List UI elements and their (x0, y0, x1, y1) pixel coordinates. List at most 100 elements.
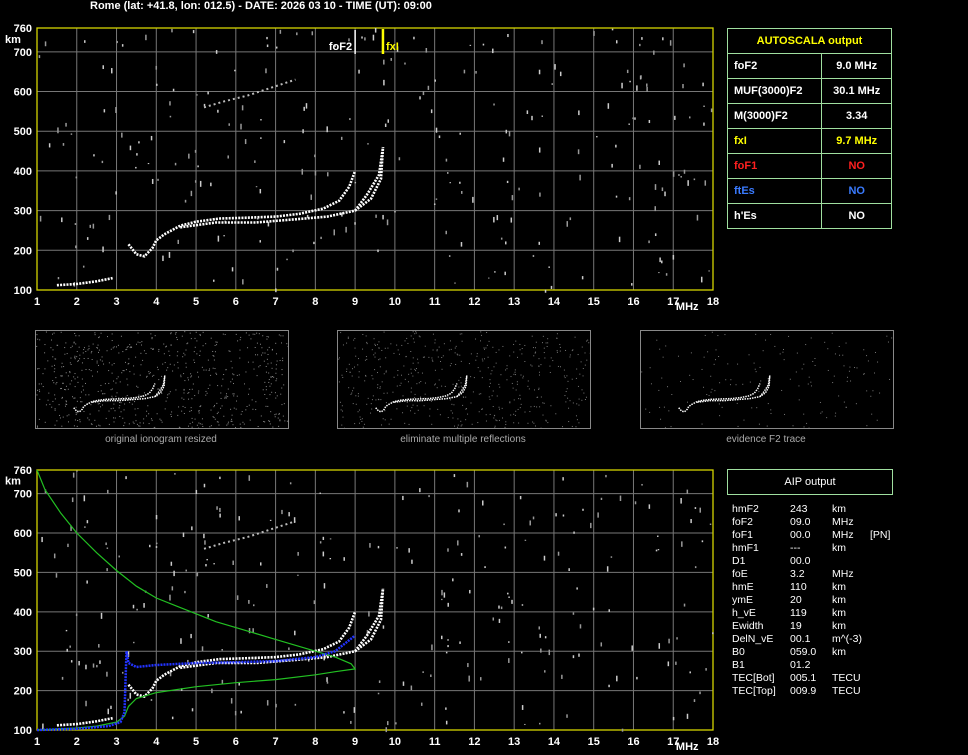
noise-dot (361, 36, 363, 39)
noise-dot (380, 399, 382, 401)
noise-dot (378, 347, 380, 349)
noise-dot (492, 406, 494, 408)
noise-dot (113, 421, 115, 423)
noise-dot (100, 612, 103, 619)
aip-unit: km (832, 607, 846, 619)
noise-dot (61, 366, 63, 368)
noise-dot (303, 106, 305, 111)
noise-dot (231, 418, 233, 420)
noise-dot (224, 397, 226, 399)
noise-dot (267, 349, 269, 351)
thumbnail-eliminate-multiple (337, 330, 591, 429)
noise-dot (311, 31, 314, 36)
noise-dot (751, 407, 753, 409)
noise-dot (231, 367, 233, 369)
noise-dot (282, 360, 284, 362)
noise-dot (133, 365, 135, 367)
noise-dot (420, 381, 422, 383)
noise-dot (518, 398, 520, 400)
noise-dot (365, 375, 367, 377)
noise-dot (354, 347, 356, 349)
noise-dot (195, 489, 198, 494)
x-tick-label: 7 (273, 736, 279, 748)
trace-f-second-hop (203, 78, 296, 109)
noise-dot (532, 516, 535, 520)
noise-dot (521, 705, 524, 710)
noise-dot (220, 407, 222, 409)
noise-dot (196, 353, 198, 355)
noise-dot (83, 358, 85, 360)
noise-dot (216, 506, 218, 510)
noise-dot (358, 376, 360, 378)
noise-dot (447, 645, 449, 648)
noise-dot (106, 671, 108, 677)
noise-dot (418, 382, 420, 384)
noise-dot (90, 352, 92, 354)
noise-dot (562, 426, 564, 428)
noise-dot (187, 342, 189, 344)
noise-dot (406, 405, 408, 407)
noise-dot (96, 362, 98, 364)
noise-dot (126, 346, 128, 348)
trace-e-layer (56, 716, 113, 727)
noise-dot (886, 335, 888, 337)
noise-dot (372, 378, 374, 380)
noise-dot (481, 377, 483, 379)
noise-dot (177, 361, 179, 363)
aip-name: foE (732, 568, 748, 580)
noise-dot (60, 375, 62, 377)
noise-dot (805, 344, 807, 346)
noise-dot (197, 392, 199, 394)
noise-dot (385, 370, 387, 372)
autoscala-param-value: 9.7 MHz (821, 128, 892, 154)
noise-dot (232, 560, 234, 565)
noise-dot (78, 335, 80, 337)
noise-dot (397, 374, 399, 376)
noise-dot (217, 385, 219, 387)
noise-dot (423, 397, 425, 399)
noise-dot (229, 350, 231, 352)
noise-dot (475, 359, 477, 361)
noise-dot (183, 413, 185, 415)
noise-dot (80, 401, 82, 403)
noise-dot (513, 373, 515, 375)
noise-dot (460, 553, 463, 556)
noise-dot (44, 368, 46, 370)
noise-dot (408, 423, 410, 425)
thumbnail-original (35, 330, 289, 429)
noise-dot (495, 351, 497, 353)
noise-dot (766, 425, 768, 427)
noise-dot (710, 375, 712, 377)
noise-dot (198, 412, 200, 414)
noise-dot (532, 347, 534, 349)
noise-dot (197, 165, 199, 168)
noise-dot (582, 368, 584, 370)
noise-dot (554, 64, 556, 70)
noise-dot (184, 354, 186, 356)
noise-dot (171, 716, 174, 720)
noise-dot (370, 403, 372, 405)
noise-dot (260, 137, 262, 139)
noise-dot (39, 398, 41, 400)
noise-dot (556, 351, 558, 353)
noise-dot (487, 367, 489, 369)
noise-dot (575, 415, 577, 417)
noise-dot (108, 370, 110, 372)
noise-dot (100, 390, 102, 392)
noise-dot (113, 363, 115, 365)
noise-dot (254, 333, 256, 335)
noise-dot (588, 342, 590, 344)
noise-dot (396, 547, 398, 549)
noise-dot (611, 163, 613, 168)
noise-dot (472, 391, 474, 393)
noise-dot (567, 397, 569, 399)
noise-dot (371, 408, 373, 410)
noise-dot (161, 421, 163, 423)
noise-dot (795, 371, 797, 373)
noise-dot (53, 332, 55, 334)
noise-dot (82, 385, 84, 387)
noise-dot (529, 520, 531, 526)
noise-dot (36, 425, 38, 427)
noise-dot (61, 362, 63, 364)
noise-dot (248, 388, 250, 390)
